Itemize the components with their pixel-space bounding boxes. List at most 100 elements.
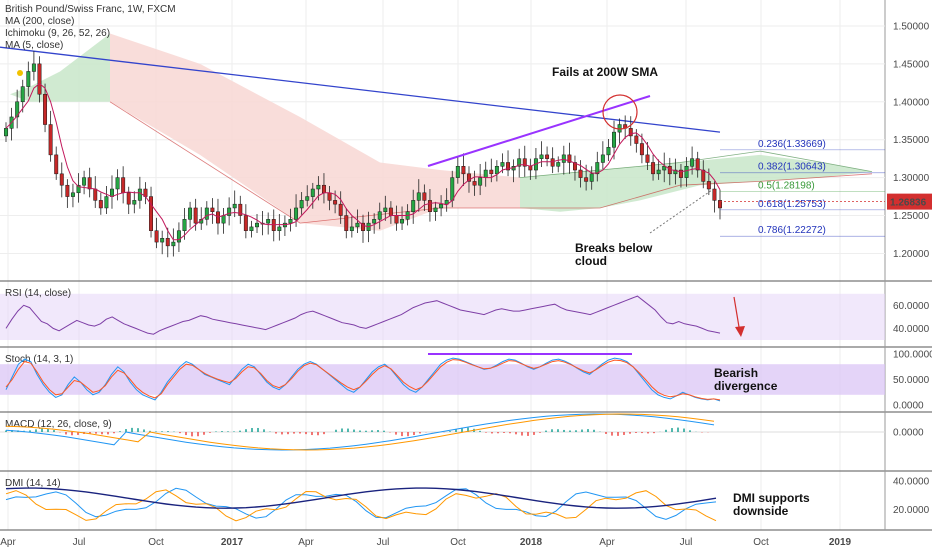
candle-body: [48, 124, 53, 156]
ichimoku-span-a: [519, 150, 873, 178]
ma200-line: [0, 46, 721, 133]
candle-body: [584, 177, 589, 182]
annotation-fails-sma: Fails at 200W SMA: [552, 65, 658, 79]
ichimoku-cloud-green: [520, 154, 872, 212]
y-tick-label: 50.0000: [893, 375, 930, 386]
candle-body: [98, 200, 103, 209]
annotation-breaks-cloud: Breaks below: [575, 241, 653, 255]
candle-body: [612, 131, 616, 148]
macd-title: MACD (12, 26, close, 9): [5, 419, 112, 430]
rsi-title: RSI (14, close): [5, 288, 71, 299]
dmi-adx-line: [5, 487, 717, 509]
candle-body: [238, 203, 243, 216]
candle-body: [15, 101, 20, 118]
candle-body: [37, 63, 42, 95]
candle-body: [182, 219, 187, 231]
annotation-breaks-cloud: cloud: [575, 254, 607, 268]
rsi-band: [0, 293, 885, 340]
candle-body: [651, 162, 656, 175]
candle-body: [193, 207, 198, 224]
candle-body: [388, 207, 393, 216]
annotation-bearish-divergence: divergence: [714, 379, 778, 393]
legend-line: British Pound/Swiss Franc, 1W, FXCM: [5, 4, 176, 15]
fib-level-label: 0.786(1.22272): [758, 225, 826, 236]
x-tick-label: 2018: [520, 537, 543, 548]
y-tick-label: 60.0000: [893, 301, 930, 312]
candle-body: [639, 143, 644, 156]
candle-body: [54, 154, 59, 175]
candle-body: [126, 192, 131, 205]
candle-body: [20, 86, 25, 103]
candle-body: [500, 162, 505, 167]
ichimoku-cloud-green: [10, 33, 110, 102]
candle-body: [628, 128, 633, 137]
candle-body: [578, 169, 583, 178]
candle-body: [383, 207, 388, 212]
candle-body: [684, 166, 689, 178]
candle-body: [690, 158, 695, 167]
stoch-band: [0, 364, 885, 395]
candle-body: [506, 162, 510, 171]
candle-body: [478, 177, 483, 186]
x-tick-label: Jul: [680, 537, 693, 548]
y-tick-label: 1.20000: [893, 249, 930, 260]
candle-body: [176, 230, 181, 243]
candle-body: [450, 177, 455, 201]
candle-body: [589, 173, 594, 182]
candle-body: [277, 226, 282, 231]
candle-body: [706, 181, 711, 190]
x-tick-label: 2019: [829, 537, 852, 548]
legend-line: MA (5, close): [5, 40, 63, 51]
candle-body: [444, 200, 449, 205]
candle-body: [288, 219, 293, 224]
candle-body: [310, 188, 315, 197]
candle-body: [556, 162, 561, 167]
candle-body: [467, 173, 471, 182]
rsi-down-arrowhead: [735, 326, 745, 337]
candle-body: [82, 177, 87, 186]
candle-body: [243, 215, 248, 231]
x-tick-label: Jul: [377, 537, 390, 548]
stoch-d-line: [5, 359, 721, 401]
candle-body: [188, 207, 193, 220]
candle-body: [439, 203, 444, 209]
candle-body: [204, 207, 209, 220]
candle-body: [545, 154, 550, 159]
rsi-line: [5, 295, 721, 335]
candle-body: [132, 200, 137, 205]
x-tick-label: Jul: [73, 537, 86, 548]
candle-body: [528, 166, 533, 171]
candle-body: [701, 169, 706, 182]
y-tick-label: 40.0000: [893, 324, 930, 335]
candle-body: [600, 154, 605, 163]
candle-body: [394, 215, 399, 224]
y-tick-label: 1.25000: [893, 211, 930, 222]
candle-body: [249, 226, 254, 231]
fib-level-label: 0.5(1.28198): [758, 180, 815, 191]
candle-body: [115, 177, 120, 190]
candle-body: [327, 192, 332, 201]
candle-body: [539, 154, 544, 159]
candle-body: [422, 192, 427, 201]
macd-signal-line: [5, 413, 715, 451]
x-tick-label: Apr: [298, 537, 314, 548]
macd-line: [5, 413, 715, 451]
candle-body: [43, 93, 48, 125]
dmi-plus-line: [5, 487, 717, 520]
candle-body: [567, 154, 572, 163]
x-tick-label: 2017: [221, 537, 244, 548]
candle-body: [70, 192, 75, 197]
candle-body: [4, 128, 8, 137]
candle-body: [31, 63, 36, 72]
candle-body: [494, 166, 499, 175]
candle-body: [472, 181, 477, 186]
x-tick-label: Oct: [148, 537, 164, 548]
candle-body: [149, 196, 153, 231]
candle-body: [483, 169, 488, 178]
candle-body: [165, 238, 170, 247]
fib-level-label: 0.382(1.30643): [758, 162, 826, 173]
y-tick-label: 1.35000: [893, 135, 930, 146]
candle-body: [93, 188, 98, 201]
candle-body: [232, 203, 237, 209]
candle-body: [606, 147, 611, 156]
